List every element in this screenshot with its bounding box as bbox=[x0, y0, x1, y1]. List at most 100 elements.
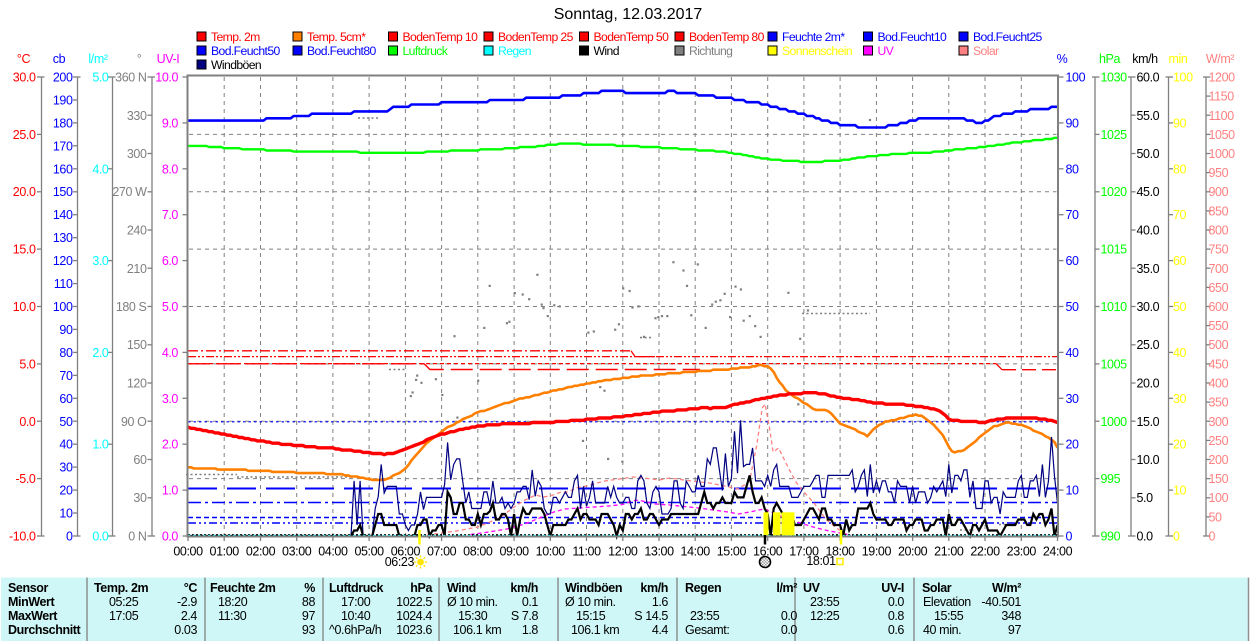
svg-text:min: min bbox=[1169, 52, 1188, 66]
svg-text:240: 240 bbox=[127, 224, 147, 238]
svg-text:13:00: 13:00 bbox=[644, 545, 674, 559]
svg-text:20.0: 20.0 bbox=[1137, 377, 1160, 391]
svg-text:Temp. 2m: Temp. 2m bbox=[94, 581, 149, 595]
svg-text:1023.6: 1023.6 bbox=[396, 623, 432, 637]
svg-text:04:00: 04:00 bbox=[318, 545, 348, 559]
svg-text:88: 88 bbox=[302, 595, 316, 609]
svg-text:25.0: 25.0 bbox=[13, 128, 36, 142]
svg-text:01:00: 01:00 bbox=[210, 545, 240, 559]
svg-text:0 N: 0 N bbox=[128, 530, 147, 544]
svg-text:W/m²: W/m² bbox=[1206, 52, 1234, 66]
svg-text:°: ° bbox=[137, 52, 142, 66]
svg-text:1000: 1000 bbox=[1101, 415, 1128, 429]
svg-text:Temp. 2m: Temp. 2m bbox=[211, 30, 260, 44]
svg-text:2.4: 2.4 bbox=[181, 609, 198, 623]
svg-text:70: 70 bbox=[59, 369, 73, 383]
svg-text:400: 400 bbox=[1209, 377, 1229, 391]
svg-text:50: 50 bbox=[59, 415, 73, 429]
svg-text:0.6: 0.6 bbox=[888, 623, 905, 637]
svg-text:17:00: 17:00 bbox=[789, 545, 819, 559]
svg-text:Luftdruck: Luftdruck bbox=[329, 581, 383, 595]
svg-text:40.0: 40.0 bbox=[1137, 224, 1160, 238]
svg-text:950: 950 bbox=[1209, 166, 1229, 180]
svg-text:4.4: 4.4 bbox=[652, 623, 669, 637]
svg-text:60: 60 bbox=[133, 453, 147, 467]
svg-text:35.0: 35.0 bbox=[1137, 262, 1160, 276]
svg-text:1024.4: 1024.4 bbox=[396, 609, 432, 623]
svg-text:1015: 1015 bbox=[1101, 243, 1128, 257]
svg-text:300: 300 bbox=[127, 147, 147, 161]
svg-text:900: 900 bbox=[1209, 185, 1229, 199]
svg-text:15:30: 15:30 bbox=[458, 609, 488, 623]
svg-text:14:00: 14:00 bbox=[681, 545, 711, 559]
svg-text:0: 0 bbox=[66, 530, 73, 544]
svg-text:250: 250 bbox=[1209, 434, 1229, 448]
svg-text:180 S: 180 S bbox=[116, 300, 147, 314]
svg-text:160: 160 bbox=[53, 162, 73, 176]
svg-text:80: 80 bbox=[1066, 162, 1080, 176]
svg-text:2.0: 2.0 bbox=[92, 346, 109, 360]
svg-text:16:00: 16:00 bbox=[753, 545, 783, 559]
svg-text:Solar: Solar bbox=[973, 44, 999, 58]
svg-text:19:00: 19:00 bbox=[862, 545, 892, 559]
svg-text:Solar: Solar bbox=[922, 581, 952, 595]
svg-text:90: 90 bbox=[1066, 116, 1080, 130]
svg-text:km/h: km/h bbox=[640, 581, 668, 595]
svg-text:100: 100 bbox=[1173, 71, 1193, 85]
svg-text:30: 30 bbox=[59, 461, 73, 475]
svg-text:348: 348 bbox=[1001, 609, 1021, 623]
svg-text:15.0: 15.0 bbox=[13, 243, 36, 257]
svg-text:02:00: 02:00 bbox=[246, 545, 276, 559]
svg-text:20:00: 20:00 bbox=[898, 545, 928, 559]
svg-text:10.0: 10.0 bbox=[13, 300, 36, 314]
svg-text:cb: cb bbox=[53, 52, 66, 66]
svg-text:1.8: 1.8 bbox=[522, 623, 539, 637]
svg-text:0.0: 0.0 bbox=[92, 530, 109, 544]
svg-text:500: 500 bbox=[1209, 338, 1229, 352]
svg-text:270 W: 270 W bbox=[112, 185, 147, 199]
svg-text:4.0: 4.0 bbox=[92, 162, 109, 176]
svg-text:1025: 1025 bbox=[1101, 128, 1128, 142]
svg-text:5.0: 5.0 bbox=[92, 71, 109, 85]
svg-text:20: 20 bbox=[1066, 438, 1080, 452]
svg-text:°C: °C bbox=[184, 581, 198, 595]
svg-text:-2.9: -2.9 bbox=[177, 595, 197, 609]
svg-text:180: 180 bbox=[53, 116, 73, 130]
svg-text:hPa: hPa bbox=[410, 581, 433, 595]
svg-text:93: 93 bbox=[302, 623, 316, 637]
svg-text:23:55: 23:55 bbox=[810, 595, 840, 609]
svg-text:8.0: 8.0 bbox=[162, 162, 179, 176]
svg-text:Wind: Wind bbox=[447, 581, 476, 595]
svg-text:1005: 1005 bbox=[1101, 357, 1128, 371]
svg-text:08:00: 08:00 bbox=[463, 545, 493, 559]
svg-text:UV-I: UV-I bbox=[157, 52, 180, 66]
svg-text:50: 50 bbox=[1066, 300, 1080, 314]
svg-text:l/m²: l/m² bbox=[88, 52, 107, 66]
svg-text:0: 0 bbox=[1066, 530, 1073, 544]
svg-text:W/m²: W/m² bbox=[992, 581, 1021, 595]
svg-text:hPa: hPa bbox=[1099, 52, 1120, 66]
svg-text:0.0: 0.0 bbox=[162, 530, 179, 544]
svg-text:3.0: 3.0 bbox=[162, 392, 179, 406]
svg-text:0.0: 0.0 bbox=[781, 609, 798, 623]
svg-text:Durchschnitt: Durchschnitt bbox=[8, 623, 82, 637]
svg-text:60: 60 bbox=[1173, 254, 1187, 268]
svg-text:60: 60 bbox=[1066, 254, 1080, 268]
svg-text:170: 170 bbox=[53, 139, 73, 153]
svg-text:3.0: 3.0 bbox=[92, 254, 109, 268]
svg-text:150: 150 bbox=[53, 185, 73, 199]
svg-text:%: % bbox=[1057, 52, 1068, 66]
svg-text:18:20: 18:20 bbox=[218, 595, 248, 609]
svg-text:30.0: 30.0 bbox=[1137, 300, 1160, 314]
svg-text:90: 90 bbox=[1173, 116, 1187, 130]
svg-text:5.0: 5.0 bbox=[19, 357, 36, 371]
svg-text:90 O: 90 O bbox=[121, 415, 147, 429]
svg-text:990: 990 bbox=[1101, 530, 1121, 544]
svg-text:45.0: 45.0 bbox=[1137, 185, 1160, 199]
svg-text:97: 97 bbox=[302, 609, 316, 623]
svg-text:450: 450 bbox=[1209, 357, 1229, 371]
svg-text:Regen: Regen bbox=[498, 44, 531, 58]
svg-text:20.0: 20.0 bbox=[13, 185, 36, 199]
svg-text:1150: 1150 bbox=[1209, 90, 1235, 104]
svg-text:10: 10 bbox=[1066, 484, 1080, 498]
